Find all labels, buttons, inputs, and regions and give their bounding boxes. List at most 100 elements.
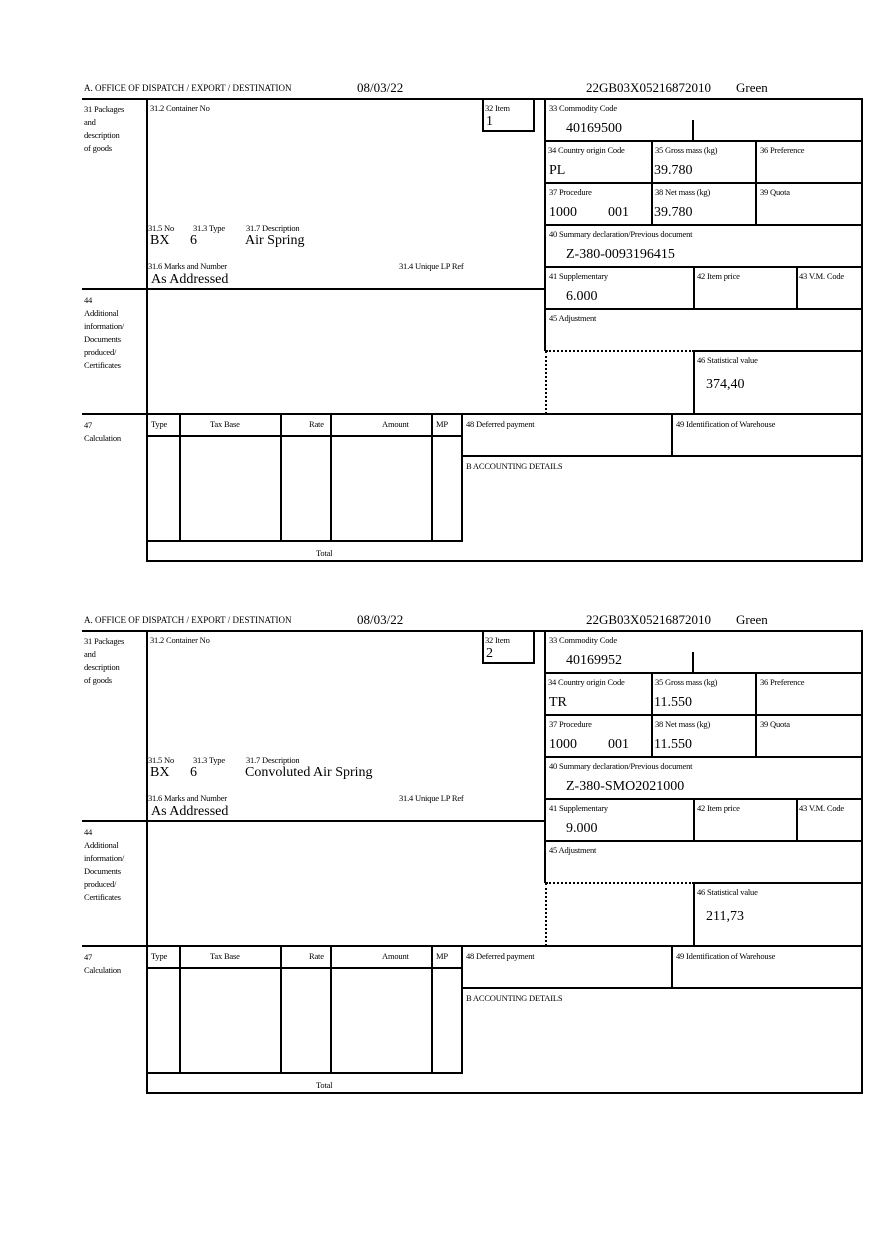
col-amount: Amount	[382, 419, 409, 429]
commodity-code: 40169952	[566, 653, 622, 668]
box31-label: 31 Packages and description of goods	[84, 636, 125, 685]
deferred-payment-label: 48 Deferred payment	[466, 951, 535, 961]
procedure: 1000	[549, 737, 577, 752]
box47-label: 47 Calculation	[84, 952, 121, 975]
procedure: 1000	[549, 205, 577, 220]
divider	[671, 414, 673, 456]
divider	[82, 413, 863, 415]
accounting-details-label: B ACCOUNTING DETAILS	[466, 993, 563, 1003]
divider	[546, 882, 694, 884]
divider	[692, 120, 694, 140]
col-mp: MP	[436, 951, 448, 961]
date: 08/03/22	[357, 80, 404, 95]
net-mass: 39.780	[654, 205, 693, 220]
package-type-label: 31.3 Type	[193, 223, 225, 233]
divider	[146, 435, 463, 437]
reference-number: 22GB03X05216872010	[586, 612, 711, 627]
divider	[280, 946, 282, 1073]
vm-code-label: 43 V.M. Code	[799, 803, 844, 813]
divider	[694, 882, 863, 884]
package-count: 6	[190, 233, 197, 248]
divider	[330, 414, 332, 541]
divider	[146, 967, 463, 969]
net-mass: 11.550	[654, 737, 692, 752]
divider	[462, 455, 863, 457]
gross-mass: 11.550	[654, 695, 692, 710]
divider	[461, 946, 463, 1073]
item-number: 2	[486, 646, 493, 661]
divider	[280, 414, 282, 541]
adjustment-label: 45 Adjustment	[549, 845, 597, 855]
unique-ref-label: 31.4 Unique LP Ref	[399, 261, 464, 271]
marks-value: As Addressed	[151, 804, 229, 819]
commodity-code-label: 33 Commodity Code	[549, 635, 617, 645]
package-count: 6	[190, 765, 197, 780]
commodity-code-label: 33 Commodity Code	[549, 103, 617, 113]
route: Green	[736, 612, 768, 627]
divider	[179, 946, 181, 1073]
col-rate: Rate	[309, 419, 324, 429]
office-label: A. OFFICE OF DISPATCH / EXPORT / DESTINA…	[84, 83, 292, 93]
goods-description: Air Spring	[245, 233, 305, 248]
gross-mass-label: 35 Gross mass (kg)	[655, 145, 718, 155]
box31-label: 31 Packages and description of goods	[84, 104, 125, 153]
divider	[82, 820, 546, 822]
previous-document-label: 40 Summary declaration/Previous document	[549, 761, 693, 771]
package-kind: BX	[150, 765, 170, 780]
item-box	[482, 100, 535, 132]
item-price-label: 42 Item price	[697, 271, 740, 281]
country-origin: TR	[549, 695, 567, 710]
divider	[545, 308, 863, 310]
statistical-value: 211,73	[706, 909, 744, 924]
col-type: Type	[151, 951, 168, 961]
col-rate: Rate	[309, 951, 324, 961]
country-origin-label: 34 Country origin Code	[548, 145, 625, 155]
procedure-additional: 001	[608, 205, 629, 220]
gross-mass: 39.780	[654, 163, 693, 178]
quota-label: 39 Quota	[760, 187, 790, 197]
divider	[545, 756, 863, 758]
divider	[431, 946, 433, 1073]
divider	[545, 266, 863, 268]
route: Green	[736, 80, 768, 95]
divider	[546, 350, 694, 352]
divider	[330, 946, 332, 1073]
declaration-item-block: A. OFFICE OF DISPATCH / EXPORT / DESTINA…	[0, 612, 882, 1121]
divider	[693, 351, 695, 414]
divider	[146, 630, 148, 1093]
description-label: 31.7 Description	[246, 755, 300, 765]
procedure-label: 37 Procedure	[549, 719, 592, 729]
statistical-value-label: 46 Statistical value	[697, 887, 758, 897]
divider	[431, 414, 433, 541]
item-box	[482, 632, 535, 664]
adjustment-label: 45 Adjustment	[549, 313, 597, 323]
divider	[861, 98, 863, 561]
divider	[861, 630, 863, 1093]
divider	[545, 840, 863, 842]
col-tax-base: Tax Base	[210, 951, 240, 961]
supplementary-label: 41 Supplementary	[549, 803, 608, 813]
box47-label: 47 Calculation	[84, 420, 121, 443]
divider	[545, 714, 863, 716]
divider	[146, 540, 463, 542]
col-tax-base: Tax Base	[210, 419, 240, 429]
vm-code-label: 43 V.M. Code	[799, 271, 844, 281]
preference-label: 36 Preference	[760, 145, 805, 155]
package-kind: BX	[150, 233, 170, 248]
item-number: 1	[486, 114, 493, 129]
commodity-code: 40169500	[566, 121, 622, 136]
total-label: Total	[316, 548, 333, 558]
total-label: Total	[316, 1080, 333, 1090]
net-mass-label: 38 Net mass (kg)	[655, 719, 711, 729]
divider	[796, 798, 798, 840]
goods-description: Convoluted Air Spring	[245, 765, 373, 780]
office-label: A. OFFICE OF DISPATCH / EXPORT / DESTINA…	[84, 615, 292, 625]
date: 08/03/22	[357, 612, 404, 627]
deferred-payment-label: 48 Deferred payment	[466, 419, 535, 429]
container-no-label: 31.2 Container No	[150, 635, 210, 645]
previous-document: Z-380-SMO2021000	[566, 779, 685, 794]
divider	[651, 672, 653, 756]
description-label: 31.7 Description	[246, 223, 300, 233]
package-no-label: 31.5 No	[148, 223, 174, 233]
package-type-label: 31.3 Type	[193, 755, 225, 765]
